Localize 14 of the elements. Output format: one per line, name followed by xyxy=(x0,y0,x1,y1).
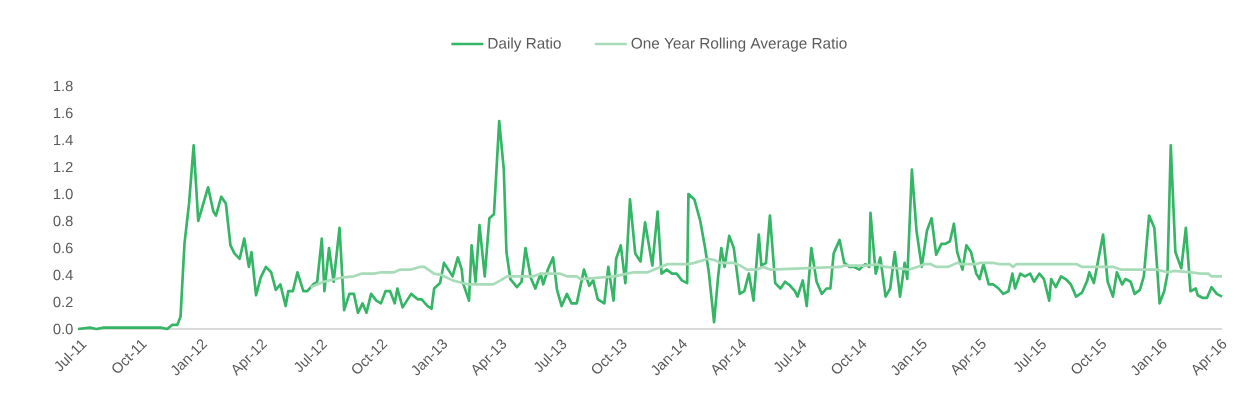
line-series xyxy=(76,119,1224,331)
y-tick-label: 1.0 xyxy=(54,188,73,200)
line-series xyxy=(309,257,1224,289)
y-tick-label: 1.4 xyxy=(54,134,73,146)
y-tick-label: 0.8 xyxy=(53,215,73,227)
y-tick-label: 1.6 xyxy=(54,107,73,119)
y-tick-label: 0.4 xyxy=(53,269,73,281)
y-tick-label: 1.2 xyxy=(54,161,73,173)
legend-label: Daily Ratio xyxy=(488,37,561,52)
y-tick-label: 0.2 xyxy=(53,296,73,308)
legend-label: One Year Rolling Average Ratio xyxy=(631,37,847,52)
y-tick-label: 0.0 xyxy=(53,323,73,335)
y-tick-label: 1.8 xyxy=(54,80,73,92)
y-tick-label: 0.6 xyxy=(53,242,73,254)
